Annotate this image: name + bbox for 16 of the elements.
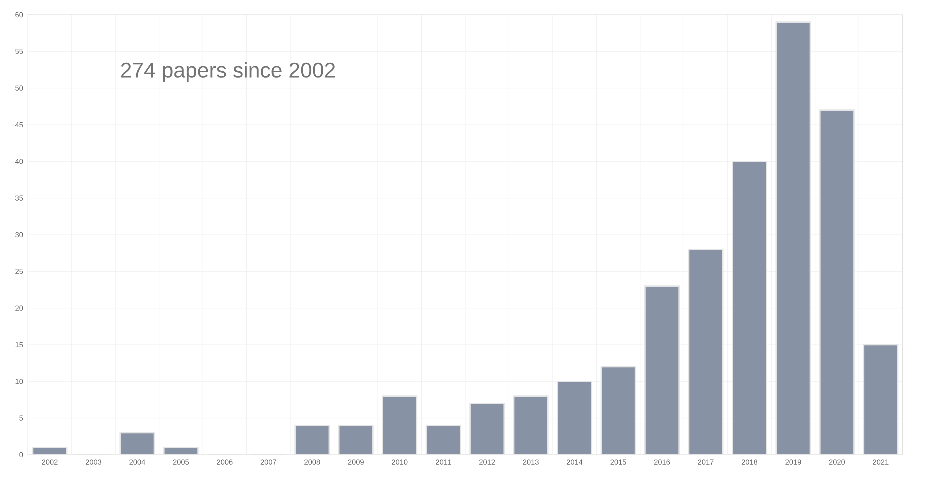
bar [470, 404, 504, 455]
bar [688, 250, 724, 455]
bar [645, 286, 680, 455]
bar [601, 366, 636, 455]
bar [382, 396, 417, 455]
bar [426, 426, 461, 455]
bar [820, 110, 854, 455]
bar [339, 426, 374, 455]
bar [863, 344, 899, 455]
bar [776, 22, 811, 455]
bar [514, 396, 548, 455]
annotation: 274 papers since 2002 [121, 62, 336, 82]
bar [120, 432, 155, 455]
bar [732, 162, 767, 455]
bar [295, 426, 330, 455]
bar [558, 382, 592, 455]
